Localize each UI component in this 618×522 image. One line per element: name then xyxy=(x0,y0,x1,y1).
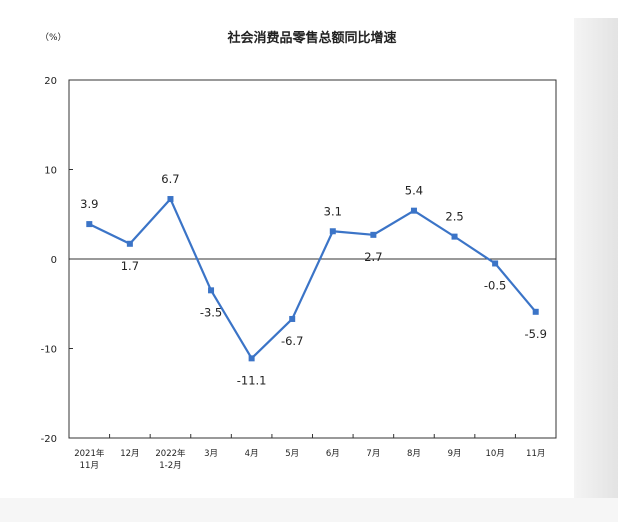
data-label: -3.5 xyxy=(200,305,222,319)
x-tick-label: 6月 xyxy=(326,449,340,459)
data-point xyxy=(370,231,377,238)
x-tick-label: 8月 xyxy=(407,449,421,459)
data-label: -0.5 xyxy=(484,278,506,292)
page-bottom-band xyxy=(0,498,618,522)
data-label: -6.7 xyxy=(281,334,303,348)
data-point xyxy=(492,260,499,267)
x-tick-label: 9月 xyxy=(448,449,462,459)
data-labels: 3.9 1.7 6.7 -3.5 -11.1 -6.7 3.1 2.7 5.4 2.5 -0.5 -5… xyxy=(80,172,547,387)
data-label: 5.4 xyxy=(405,184,423,198)
y-axis-ticks: 20 10 0 -10 -20 xyxy=(41,76,73,445)
data-point xyxy=(410,207,417,214)
data-point xyxy=(167,196,174,203)
data-label: -5.9 xyxy=(524,327,546,341)
y-tick-label: 0 xyxy=(51,255,57,266)
data-label: 6.7 xyxy=(161,172,179,186)
x-tick-label: 4月 xyxy=(245,449,259,459)
y-tick-label: 20 xyxy=(44,76,57,87)
data-label: 1.7 xyxy=(121,259,139,273)
page-edge-shadow xyxy=(574,18,618,498)
x-axis-ticks: 2021年 11月 12月 2022年 1-2月 3月 4月 5月 6月 7月 8月 9月 10月 11月 xyxy=(68,434,557,471)
x-tick-label: 10月 xyxy=(485,449,504,459)
y-tick-label: 10 xyxy=(44,166,57,177)
data-label: 2.7 xyxy=(364,250,382,264)
data-point xyxy=(208,287,215,294)
data-point xyxy=(86,221,93,228)
data-point xyxy=(532,308,539,315)
y-tick-label: -20 xyxy=(41,434,57,445)
x-tick-label: 5月 xyxy=(285,449,299,459)
data-label: 2.5 xyxy=(445,210,463,224)
chart-title: 社会消费品零售总额同比增速 xyxy=(226,30,396,46)
x-tick-label: 12月 xyxy=(120,449,139,459)
data-point xyxy=(126,240,133,247)
series-line xyxy=(88,197,537,360)
data-point xyxy=(248,355,255,362)
data-points xyxy=(86,196,539,362)
y-axis-unit-label: （%） xyxy=(40,32,67,43)
data-point xyxy=(329,228,336,235)
y-tick-label: -10 xyxy=(41,345,57,356)
x-tick-label: 2021年 11月 xyxy=(74,448,105,471)
x-tick-label: 7月 xyxy=(366,449,380,459)
data-label: 3.1 xyxy=(324,204,342,218)
data-point xyxy=(289,315,296,322)
data-label: -11.1 xyxy=(237,373,267,387)
x-tick-label: 2022年 1-2月 xyxy=(155,448,186,471)
data-point xyxy=(451,233,458,240)
data-label: 3.9 xyxy=(80,197,98,211)
x-tick-label: 3月 xyxy=(204,449,218,459)
x-tick-label: 11月 xyxy=(526,449,545,459)
